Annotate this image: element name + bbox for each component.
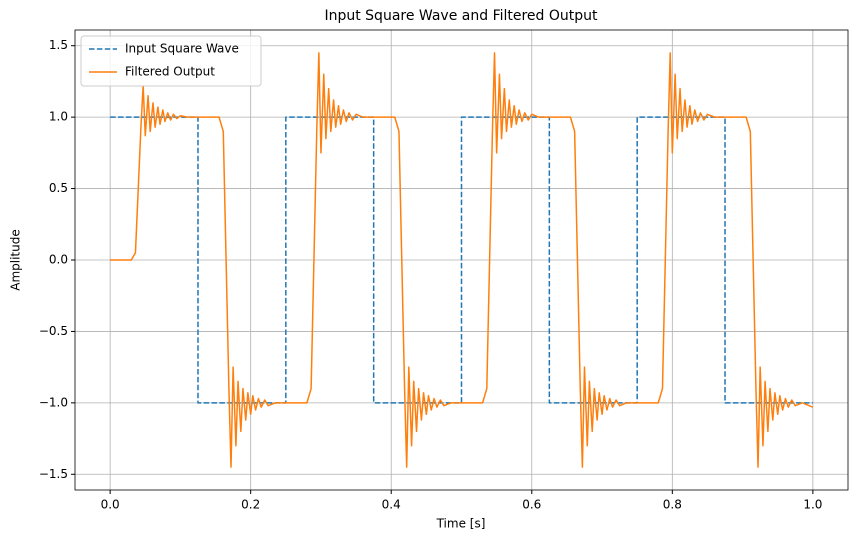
y-tick-label: 0.5 (49, 181, 68, 195)
series-line (110, 52, 814, 468)
x-tick-label: 0.0 (101, 498, 120, 512)
y-tick-label: −1.5 (39, 467, 68, 481)
x-tick-label: 0.6 (522, 498, 541, 512)
y-tick-label: 1.5 (49, 38, 68, 52)
x-tick-label: 0.2 (241, 498, 260, 512)
legend-box (80, 35, 262, 87)
y-tick-label: 0.0 (49, 253, 68, 267)
legend-label: Filtered Output (125, 65, 215, 79)
legend-label: Input Square Wave (125, 42, 239, 56)
chart-title: Input Square Wave and Filtered Output (324, 8, 598, 24)
y-tick-label: −0.5 (39, 324, 68, 338)
x-tick-label: 0.4 (382, 498, 401, 512)
x-tick-label: 0.8 (663, 498, 682, 512)
y-tick-label: −1.0 (39, 395, 68, 409)
x-axis-label: Time [s] (436, 517, 486, 531)
y-axis-label: Amplitude (9, 229, 23, 291)
x-tick-label: 1.0 (803, 498, 822, 512)
y-tick-label: 1.0 (49, 110, 68, 124)
axes-frame (74, 29, 849, 491)
